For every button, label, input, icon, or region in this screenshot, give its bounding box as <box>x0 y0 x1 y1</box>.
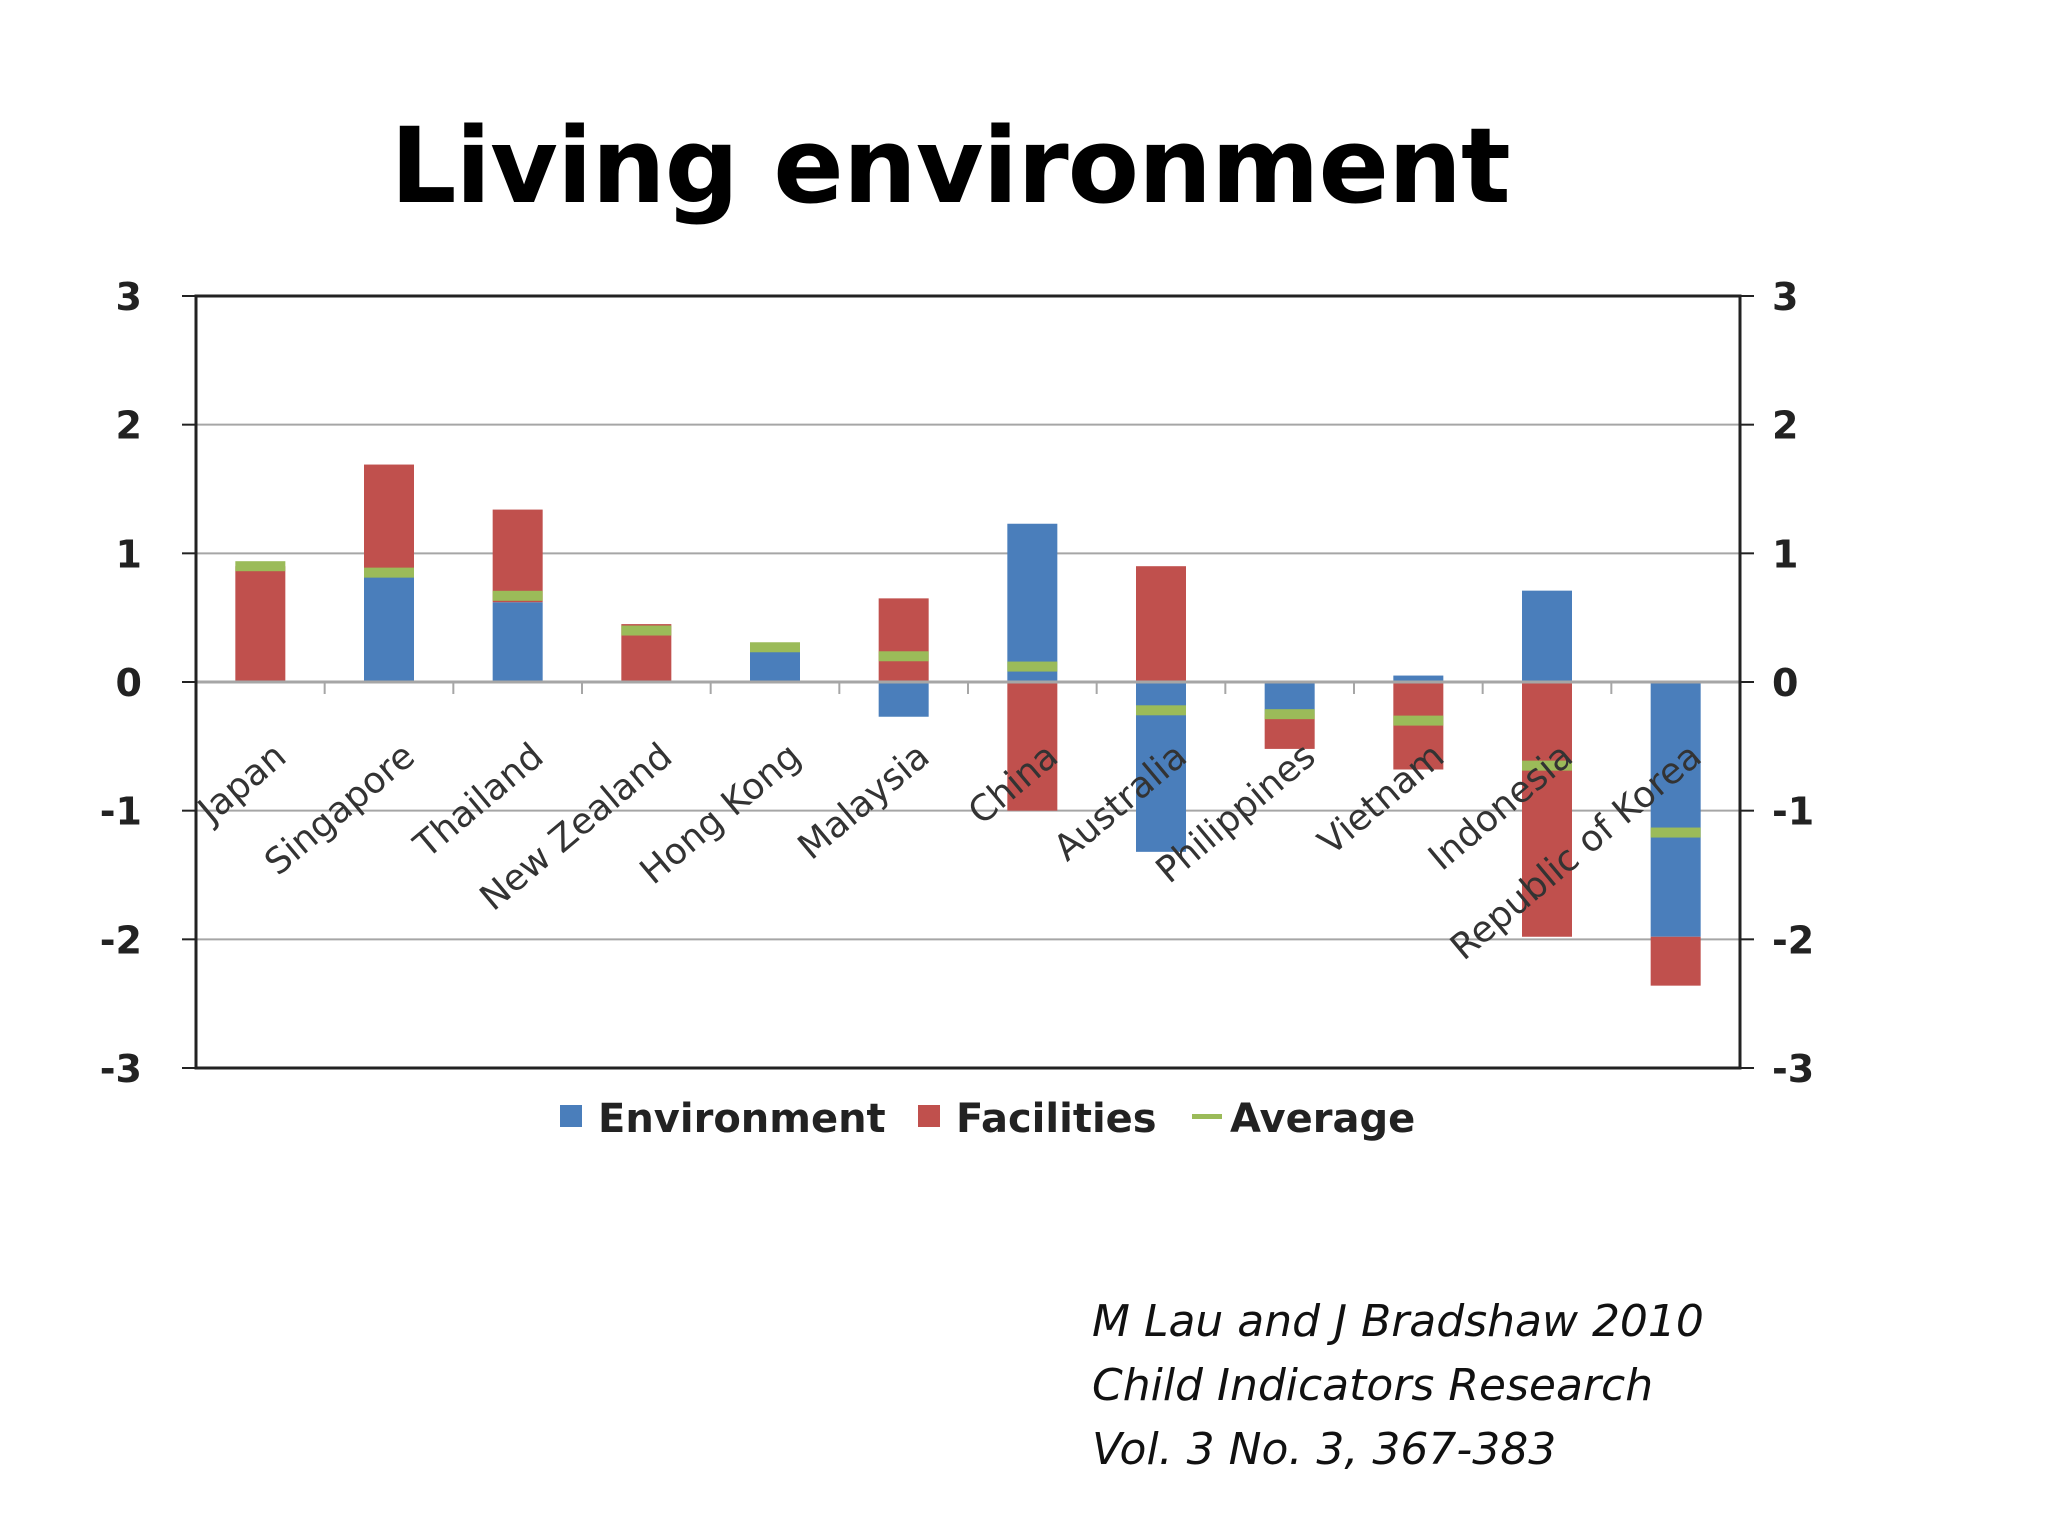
slide-title: Living environment <box>390 105 1511 227</box>
bar-facilities-vietnam <box>1393 682 1444 770</box>
bars <box>235 464 1701 986</box>
right-axis-ticks: 3 2 1 0 -1 -2 -3 <box>1740 275 1814 1091</box>
legend-label-environment: Environment <box>598 1096 886 1142</box>
average-markers <box>235 561 1701 838</box>
bar-facilities-china <box>1007 682 1058 811</box>
legend-swatch-average <box>1192 1114 1222 1119</box>
bar-environment-singapore <box>364 572 414 682</box>
y-tick-label-left: -1 <box>100 790 142 834</box>
bar-facilities-australia <box>1136 566 1186 682</box>
bar-facilities-malaysia <box>878 598 929 682</box>
citation-line-journal: Child Indicators Research <box>1092 1360 1654 1411</box>
legend-swatch-environment <box>560 1105 582 1127</box>
bar-facilities-indonesia <box>1522 682 1572 937</box>
y-tick-label-left: 1 <box>116 532 142 576</box>
average-marker-china <box>1007 661 1058 672</box>
average-marker-new-zealand <box>621 625 672 636</box>
citation-line-volume: Vol. 3 No. 3, 367-383 <box>1092 1424 1557 1475</box>
average-marker-philippines <box>1264 709 1315 720</box>
bar-environment-philippines <box>1264 682 1315 715</box>
average-marker-indonesia <box>1522 760 1572 771</box>
bar-facilities-singapore <box>364 464 414 573</box>
average-marker-singapore <box>364 567 414 578</box>
average-marker-thailand <box>492 590 543 601</box>
y-tick-label-left: -2 <box>100 918 142 962</box>
average-marker-hong-kong <box>750 642 800 653</box>
citation: M Lau and J Bradshaw 2010 Child Indicato… <box>1092 1290 1704 1482</box>
gridlines <box>196 423 1740 941</box>
average-marker-malaysia <box>878 651 929 662</box>
legend-label-average: Average <box>1230 1096 1415 1142</box>
left-axis-ticks: 3 2 1 0 -1 -2 -3 <box>100 275 196 1091</box>
y-tick-label-right: -1 <box>1772 790 1814 834</box>
y-tick-label-right: 3 <box>1772 275 1798 319</box>
y-tick-label-right: -3 <box>1772 1047 1814 1091</box>
bar-environment-malaysia <box>878 682 929 717</box>
y-tick-label-left: 2 <box>116 404 142 448</box>
y-tick-label-right: 0 <box>1772 661 1798 705</box>
citation-line-authors: M Lau and J Bradshaw 2010 <box>1092 1296 1704 1347</box>
y-tick-label-right: 1 <box>1772 532 1798 576</box>
legend-label-facilities: Facilities <box>956 1096 1157 1142</box>
legend: Environment Facilities Average <box>560 1096 1415 1142</box>
bar-environment-indonesia <box>1522 590 1572 682</box>
y-tick-label-left: 3 <box>116 275 142 319</box>
y-tick-label-left: -3 <box>100 1047 142 1091</box>
average-marker-republic-of-korea <box>1650 827 1701 838</box>
bar-facilities-republic-of-korea <box>1650 936 1701 986</box>
bar-environment-china <box>1007 523 1058 682</box>
bar-environment-hong-kong <box>750 649 800 682</box>
bar-facilities-japan <box>235 566 286 682</box>
axes <box>194 294 1742 1070</box>
legend-swatch-facilities <box>918 1105 940 1127</box>
bar-environment-thailand <box>492 602 543 682</box>
average-marker-australia <box>1136 705 1186 716</box>
average-marker-vietnam <box>1393 715 1444 726</box>
y-tick-label-right: -2 <box>1772 918 1814 962</box>
category-label-malaysia: Malaysia <box>791 735 938 868</box>
bar-facilities-thailand <box>492 509 543 603</box>
bar-environment-vietnam <box>1393 675 1444 682</box>
category-label-japan: Japan <box>189 735 294 832</box>
bar-environment-republic-of-korea <box>1650 682 1701 937</box>
bar-facilities-philippines <box>1264 714 1315 749</box>
average-marker-japan <box>235 561 286 572</box>
y-tick-label-right: 2 <box>1772 404 1798 448</box>
y-tick-label-left: 0 <box>116 661 142 705</box>
